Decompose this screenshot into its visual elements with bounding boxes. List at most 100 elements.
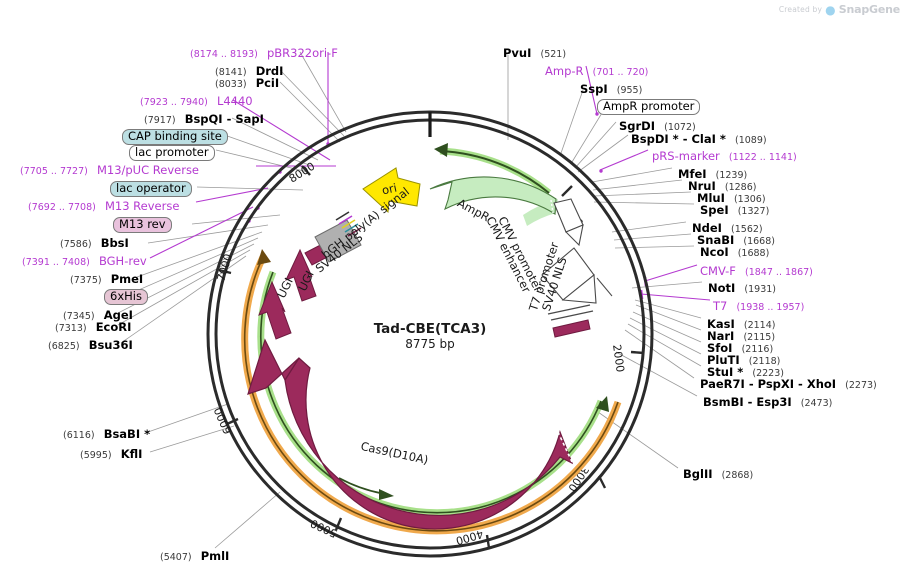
left-label-name: BsaBI * [103, 427, 151, 441]
boxed-label-lac-promoter[interactable]: lac promoter [129, 143, 215, 162]
right-label-position: (1072) [664, 122, 696, 133]
left-label-position: (8141) [215, 67, 247, 78]
left-label-bbsi[interactable]: (7586) BbsI [60, 234, 133, 250]
ugi-arrow-2 [285, 248, 317, 302]
right-label-name: BglII [683, 467, 713, 481]
right-label-position: (1306) [733, 194, 766, 205]
boxed-label-text: lac promoter [129, 145, 215, 162]
left-label-bsabi[interactable]: (6116) BsaBI * [63, 425, 154, 441]
ampr-feature-arrow [429, 176, 558, 226]
left-label-bgh-rev[interactable]: (7391 .. 7408) BGH-rev [22, 252, 151, 268]
right-label-sgrdi[interactable]: SgrDI (1072) [619, 117, 700, 133]
boxed-label-6xhis[interactable]: 6xHis [104, 287, 148, 306]
left-label-position: (8033) [215, 79, 247, 90]
right-label-name: NruI [688, 179, 716, 193]
left-label-kfli[interactable]: (5995) KflI [80, 445, 146, 461]
right-label-nrui[interactable]: NruI (1286) [688, 177, 760, 193]
right-label-name: NdeI [692, 221, 722, 235]
left-label-position: (5407) [160, 552, 192, 563]
right-label-position: (1122 .. 1141) [728, 152, 797, 163]
right-label-position: (1239) [715, 170, 748, 181]
right-label-name: SspI [580, 82, 608, 96]
right-label-bsmbi-esp3i[interactable]: BsmBI - Esp3I (2473) [703, 393, 836, 409]
left-label-pcii[interactable]: (8033) PciI [215, 74, 283, 90]
left-label-agei[interactable]: (7345) AgeI [63, 306, 137, 322]
right-label-noti[interactable]: NotI (1931) [708, 279, 780, 295]
right-label-ncoi[interactable]: NcoI (1688) [700, 243, 773, 259]
right-label-sspi[interactable]: SspI (955) [580, 80, 646, 96]
right-label-name: CMV-F [700, 264, 736, 278]
right-label-bspdi-clai[interactable]: BspDI * - ClaI * (1089) [631, 130, 771, 146]
cmv-promoter-arrow [541, 247, 597, 304]
left-label-ecori[interactable]: (7313) EcoRI [55, 318, 135, 334]
left-label-l4440[interactable]: (7923 .. 7940) L4440 [140, 92, 257, 108]
green-orf-arc [257, 270, 609, 517]
left-label-name: BGH-rev [98, 254, 147, 268]
left-label-name: EcoRI [95, 320, 132, 334]
left-label-position: (7692 .. 7708) [28, 202, 96, 213]
left-label-position: (7923 .. 7940) [140, 97, 208, 108]
snapgene-droplet-icon: ● [825, 2, 836, 17]
left-label-pmli[interactable]: (5407) PmlI [160, 547, 233, 563]
right-label-name: PvuI [503, 46, 532, 60]
boxed-label-m13-rev[interactable]: M13 rev [113, 215, 172, 234]
right-label-position: (1931) [744, 284, 776, 295]
right-label-name: SgrDI [619, 119, 656, 133]
right-label-position: (1668) [743, 236, 775, 247]
left-label-position: (7345) [63, 311, 95, 322]
right-label-name: NcoI [700, 245, 729, 259]
right-label-position: (2116) [741, 344, 774, 355]
boxed-label-lac-operator[interactable]: lac operator [110, 179, 192, 198]
left-label-m13-reverse[interactable]: (7692 .. 7708) M13 Reverse [28, 197, 183, 213]
ampr-orf-arc [434, 143, 552, 196]
cas9-inner-arrow [338, 477, 394, 500]
right-label-position: (1688) [737, 248, 770, 259]
right-label-name: NarI [707, 329, 735, 343]
right-label-amp-r[interactable]: Amp-R (701 .. 720) [545, 62, 652, 78]
right-label-ndei[interactable]: NdeI (1562) [692, 219, 767, 235]
right-label-kasi[interactable]: KasI (2114) [707, 315, 779, 331]
ugi-arrow-1 [258, 280, 292, 340]
right-label-name: pRS-marker [652, 149, 720, 163]
right-label-nari[interactable]: NarI (2115) [707, 327, 779, 343]
left-label-drdi[interactable]: (8141) DrdI [215, 62, 287, 78]
boxed-label-text: lac operator [110, 181, 192, 198]
boxed-label-ampr-promoter[interactable]: AmpR promoter [597, 97, 701, 116]
left-label-bsu36i[interactable]: (6825) Bsu36I [48, 336, 137, 352]
right-label-name: SfoI [707, 341, 733, 355]
left-label-pmei[interactable]: (7375) PmeI [70, 270, 147, 286]
right-label-t7[interactable]: T7 (1938 .. 1957) [713, 297, 808, 313]
boxed-label-text: AmpR promoter [597, 99, 701, 116]
right-label-position: (2868) [721, 470, 754, 481]
left-label-m13-puc-reverse[interactable]: (7705 .. 7727) M13/pUC Reverse [20, 161, 203, 177]
left-label-name: pBR322ori-F [266, 46, 338, 60]
right-label-paer7i-pspxi-xhoi[interactable]: PaeR7I - PspXI - XhoI (2273) [700, 375, 881, 391]
left-label-position: (6825) [48, 341, 80, 352]
right-label-position: (2115) [743, 332, 776, 343]
left-label-pbr322ori-f[interactable]: (8174 .. 8193) pBR322ori-F [190, 44, 342, 60]
right-label-position: (521) [540, 49, 567, 60]
primer-dots-right [595, 112, 603, 173]
left-label-name: BbsI [100, 236, 129, 250]
right-label-mfei[interactable]: MfeI (1239) [678, 165, 751, 181]
right-label-prs-marker[interactable]: pRS-marker (1122 .. 1141) [652, 147, 801, 163]
right-label-mlui[interactable]: MluI (1306) [697, 189, 770, 205]
boxed-label-cap-binding-site[interactable]: CAP binding site [122, 127, 228, 146]
right-label-name: StuI * [707, 365, 744, 379]
left-label-name: M13 Reverse [104, 199, 180, 213]
left-label-position: (6116) [63, 430, 95, 441]
right-label-pvui[interactable]: PvuI (521) [503, 44, 570, 60]
right-label-pluti[interactable]: PluTI (2118) [707, 351, 784, 367]
right-label-name: BsmBI - Esp3I [703, 395, 792, 409]
right-label-stui[interactable]: StuI * (2223) [707, 363, 788, 379]
left-label-name: L4440 [216, 94, 253, 108]
left-label-position: (7705 .. 7727) [20, 166, 88, 177]
left-label-bspqi-sapi[interactable]: (7917) BspQI - SapI [144, 110, 268, 126]
right-label-position: (2118) [748, 356, 781, 367]
right-label-cmv-f[interactable]: CMV-F (1847 .. 1867) [700, 262, 817, 278]
right-label-bglii[interactable]: BglII (2868) [683, 465, 757, 481]
right-label-snabi[interactable]: SnaBI (1668) [697, 231, 779, 247]
right-label-spei[interactable]: SpeI (1327) [700, 201, 773, 217]
right-label-sfoi[interactable]: SfoI (2116) [707, 339, 777, 355]
